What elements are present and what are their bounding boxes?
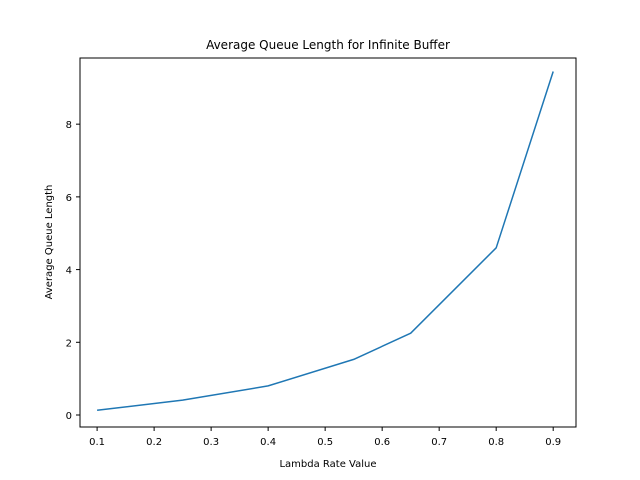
y-tick-label: 2 — [66, 338, 72, 349]
y-axis: 0 2 4 6 8 — [66, 120, 80, 422]
plot-frame — [79, 57, 577, 428]
x-tick-label: 0.9 — [545, 437, 561, 448]
x-tick-label: 0.5 — [317, 437, 333, 448]
y-tick-label: 6 — [66, 193, 72, 204]
x-tick-label: 0.3 — [203, 437, 219, 448]
x-tick-label: 0.1 — [89, 437, 105, 448]
plot-area — [97, 71, 554, 412]
series-line — [97, 71, 554, 412]
y-tick-label: 8 — [66, 120, 72, 131]
x-tick-label: 0.8 — [488, 437, 504, 448]
y-tick-label: 4 — [66, 266, 72, 277]
x-tick-label: 0.7 — [431, 437, 447, 448]
x-axis-label: Lambda Rate Value — [279, 459, 376, 470]
chart-title: Average Queue Length for Infinite Buffer — [206, 38, 450, 52]
x-axis: 0.1 0.2 0.3 0.4 0.5 0.6 0.7 0.8 0.9 — [89, 427, 561, 448]
x-tick-label: 0.6 — [374, 437, 390, 448]
y-tick-label: 0 — [66, 411, 72, 422]
y-axis-label: Average Queue Length — [44, 185, 55, 300]
x-tick-label: 0.2 — [146, 437, 162, 448]
x-tick-label: 0.4 — [260, 437, 276, 448]
